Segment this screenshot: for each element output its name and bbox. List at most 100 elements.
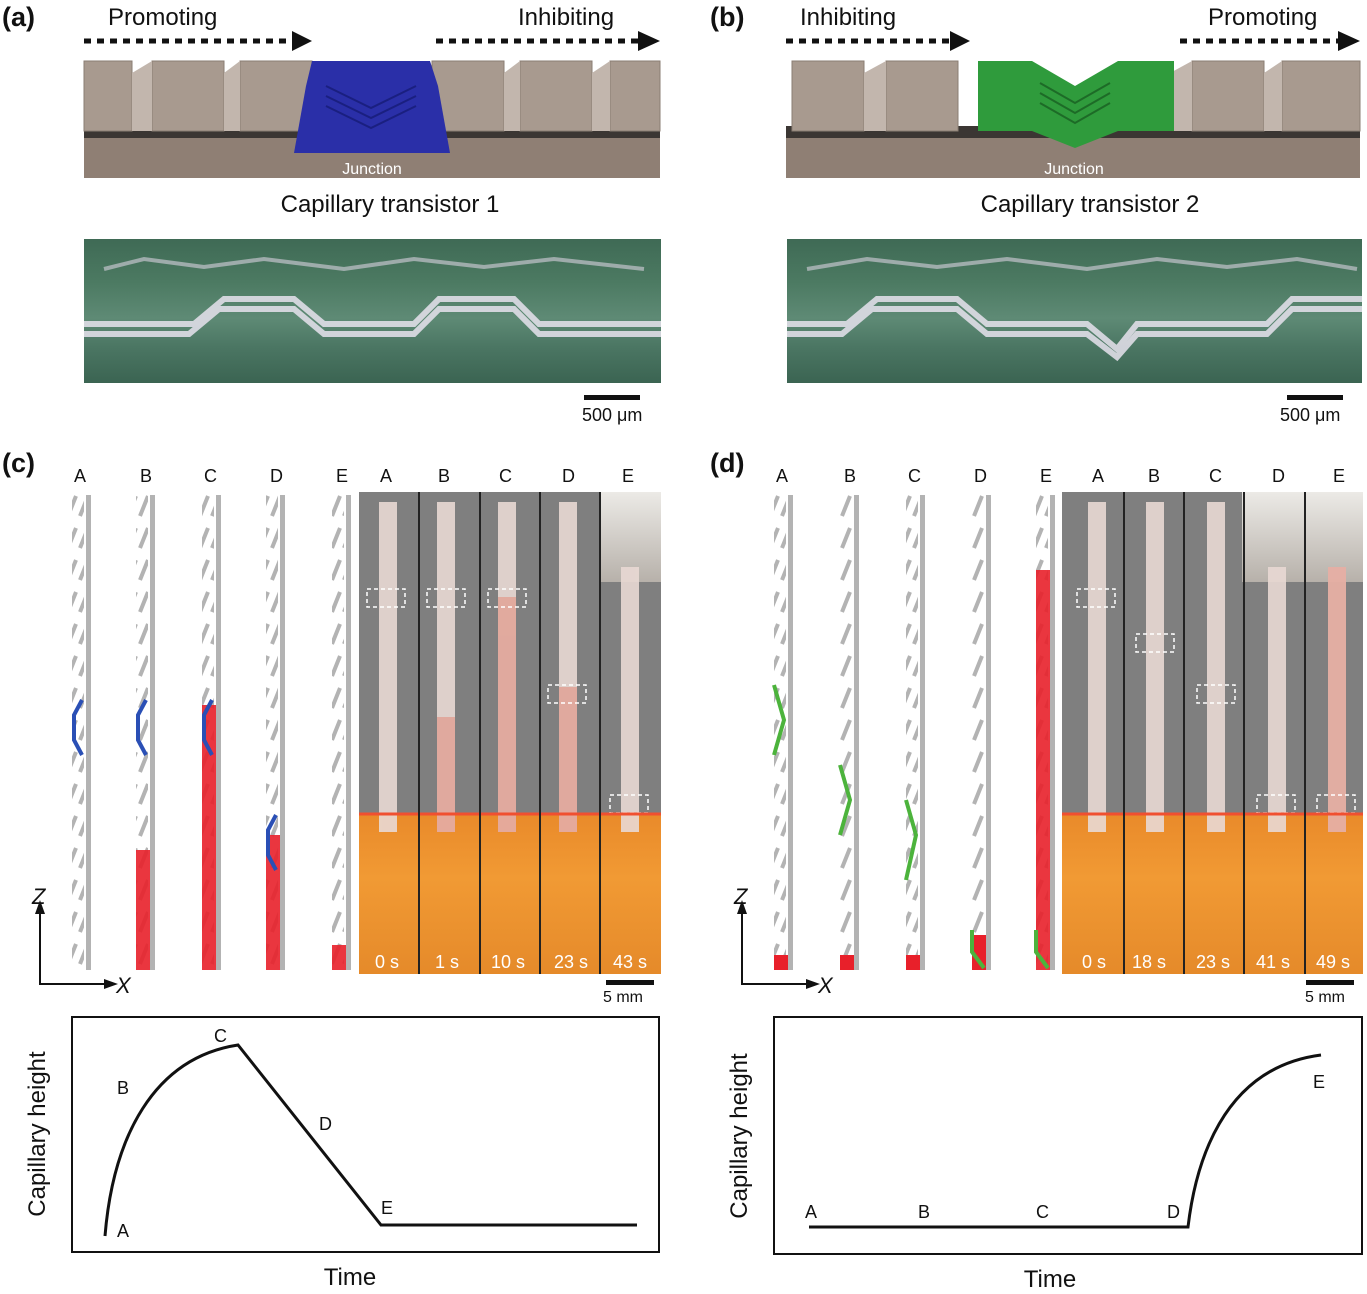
photo-col-label: C: [1209, 466, 1222, 486]
photo-col-label: E: [1333, 466, 1346, 486]
scale-label-d: 5 mm: [1305, 989, 1345, 1006]
arrow-head-right: [638, 31, 660, 51]
channel-strip: [379, 502, 397, 832]
liquid-fill: [202, 705, 216, 970]
junction-marker-blue: [266, 814, 278, 871]
time-label: 43 s: [613, 952, 648, 972]
point-label: B: [117, 1078, 130, 1098]
photo-col-label: D: [1272, 466, 1285, 486]
block: [791, 60, 865, 132]
block: [431, 60, 505, 132]
schematic-c: [35, 495, 351, 989]
liquid-fill: [136, 850, 150, 970]
arrow-head-left: [292, 31, 312, 51]
col-label: A: [776, 466, 789, 486]
point-label: E: [381, 1198, 394, 1218]
junction-marker-green: [772, 684, 787, 756]
channel-A: [72, 495, 91, 970]
junction-marker-green: [838, 764, 853, 836]
junction-marker-green: [970, 930, 986, 970]
channel-B: [838, 495, 859, 970]
col-label: E: [336, 466, 349, 486]
axis-x-label: X: [818, 973, 833, 998]
graph-c: A B C D E: [71, 1016, 660, 1253]
liquid-fill: [332, 945, 346, 970]
channel-strip: [621, 567, 639, 832]
curve-c: [103, 1043, 637, 1237]
photo-col-label: B: [1148, 466, 1161, 486]
time-label: 49 s: [1316, 952, 1351, 972]
col-label: E: [1040, 466, 1053, 486]
block: [1191, 60, 1265, 132]
panel-label-c: (c): [2, 448, 35, 478]
liquid-fill: [1036, 570, 1050, 970]
inhibiting-label-a: Inhibiting: [518, 4, 615, 31]
block: [1281, 60, 1361, 132]
col-label: D: [974, 466, 987, 486]
block: [151, 60, 225, 132]
col-label: A: [74, 466, 87, 486]
point-label: E: [1313, 1072, 1326, 1092]
arrow-head-right: [1338, 31, 1360, 51]
xlabel-d: Time: [1023, 1266, 1077, 1293]
point-label: D: [319, 1114, 332, 1134]
point-label: C: [1036, 1202, 1049, 1222]
channel-strip: [1268, 567, 1286, 832]
channel-E: [1034, 495, 1055, 970]
transistor1-render: Junction: [83, 31, 661, 178]
transistor2-render: Junction: [786, 31, 1361, 178]
axis-x-label: X: [116, 973, 131, 998]
panel-label-b: (b): [710, 2, 745, 32]
junction-marker-blue: [202, 699, 214, 756]
scale-label-a: 500 μm: [582, 405, 643, 425]
junction-marker-blue: [136, 699, 148, 756]
scale-bar-a: [584, 395, 640, 400]
col-label: D: [270, 466, 283, 486]
channel-E: [332, 495, 351, 970]
scale-bar-b: [1287, 395, 1343, 400]
block: [239, 60, 313, 132]
promoting-label-a: Promoting: [108, 4, 218, 31]
time-label: 0 s: [1082, 952, 1107, 972]
promoting-label-b: Promoting: [1208, 4, 1318, 31]
title-transistor1: Capillary transistor 1: [280, 191, 500, 218]
schematic-d: [737, 495, 1055, 989]
panel-label-a: (a): [2, 2, 35, 32]
time-label: 1 s: [435, 952, 460, 972]
photo-col-label: A: [1092, 466, 1105, 486]
channel-D: [266, 495, 285, 970]
block: [885, 60, 959, 132]
graph-d: A B C D E: [773, 1016, 1363, 1255]
channel-C: [904, 495, 925, 970]
junction-label-b: Junction: [1044, 161, 1104, 178]
photo-col-label: D: [562, 466, 575, 486]
channel-B: [136, 495, 155, 970]
scale-label-b: 500 μm: [1280, 405, 1341, 425]
timelapse-photos-c: 0 s 1 s 10 s 23 s 43 s: [359, 492, 661, 974]
curve-d: [809, 1053, 1322, 1229]
channel-strip: [1088, 502, 1106, 832]
junction-block-green: [978, 61, 1174, 148]
junction-marker-blue: [72, 699, 84, 756]
channel-strip: [1146, 502, 1164, 832]
scale-label-c: 5 mm: [603, 989, 643, 1006]
photo-col-label: A: [380, 466, 393, 486]
channel-D: [970, 495, 991, 970]
title-transistor2: Capillary transistor 2: [980, 191, 1200, 218]
col-label: C: [908, 466, 921, 486]
col-label: B: [140, 466, 153, 486]
junction-marker-green: [1034, 930, 1050, 970]
time-label: 41 s: [1256, 952, 1291, 972]
block: [519, 60, 593, 132]
channel-A: [772, 495, 793, 970]
scale-bar-d: [1306, 980, 1354, 985]
time-label: 23 s: [554, 952, 589, 972]
point-label: D: [1167, 1202, 1180, 1222]
block: [83, 60, 133, 132]
point-label: C: [214, 1026, 227, 1046]
col-label: B: [844, 466, 857, 486]
time-label: 10 s: [491, 952, 526, 972]
time-label: 23 s: [1196, 952, 1231, 972]
photo-transistor2: [787, 239, 1362, 383]
axis-z-label: Z: [32, 884, 46, 909]
